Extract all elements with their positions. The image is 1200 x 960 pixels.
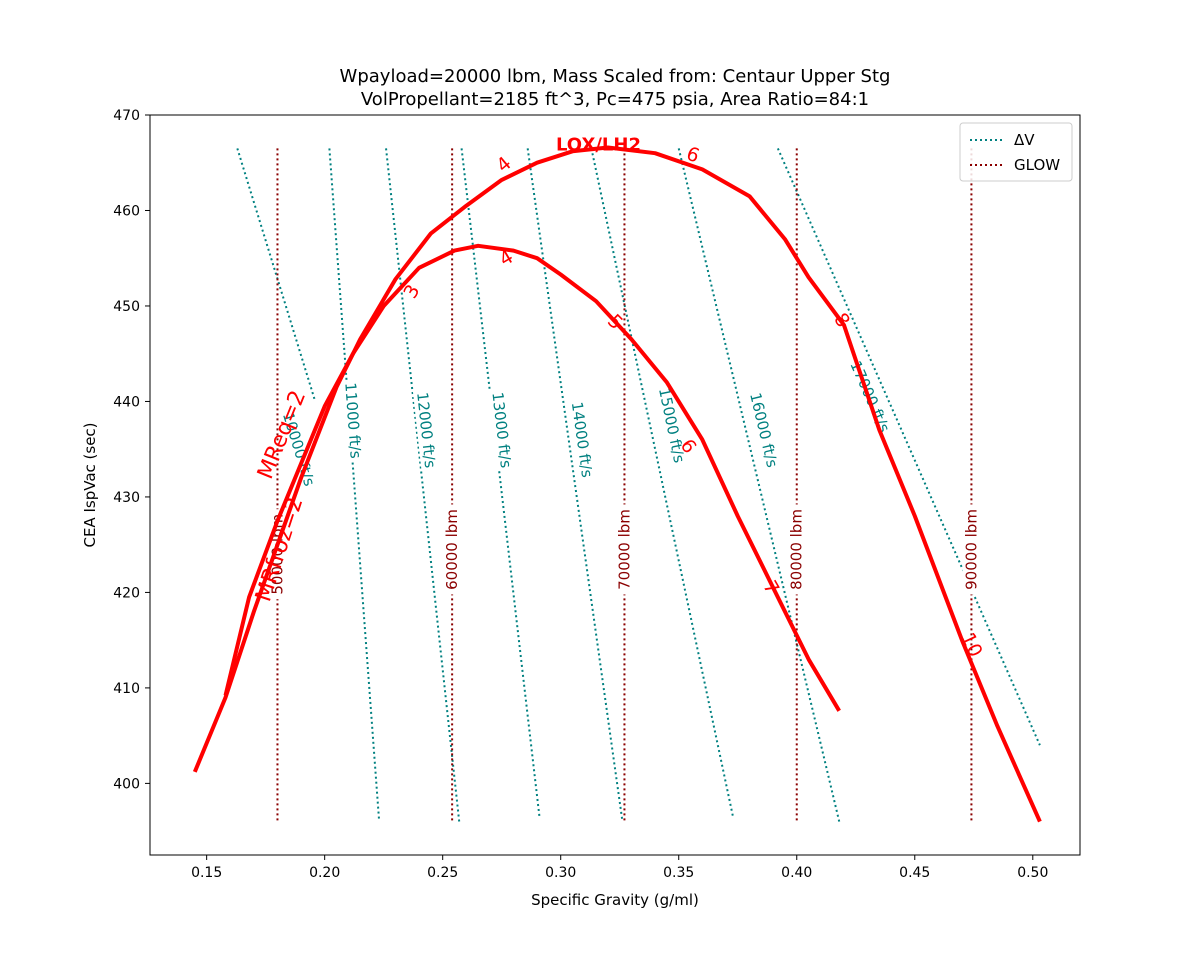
delta-v-contour-line [460, 148, 541, 817]
delta-v-contour-line [776, 148, 1041, 746]
glow-contour-label: 80000 lbm [788, 509, 806, 590]
delta-v-label-bg [412, 389, 440, 471]
isp-series-line [192, 145, 1042, 823]
x-tick-label: 0.15 [191, 865, 222, 881]
x-tick-label: 0.35 [663, 865, 694, 881]
delta-v-label-bg [745, 389, 782, 472]
delta-v-contour-line [677, 148, 841, 822]
y-tick-label: 400 [113, 776, 140, 792]
glow-contour-label: 60000 lbm [443, 509, 461, 590]
x-tick-label: 0.40 [781, 865, 812, 881]
delta-v-contour-label: 11000 ft/s [341, 382, 365, 460]
x-axis-label: Specific Gravity (g/ml) [531, 891, 699, 909]
glow-label-bg [962, 504, 981, 595]
delta-v-contour-line [590, 148, 734, 818]
chart-title: Wpayload=20000 lbm, Mass Scaled from: Ce… [340, 66, 891, 87]
y-tick-label: 410 [113, 681, 140, 697]
y-tick-label: 440 [113, 394, 140, 410]
delta-v-contour-line [328, 148, 380, 819]
glow-label-bg [615, 504, 634, 595]
isp-series-line [223, 243, 841, 712]
glow-label-bg [787, 504, 806, 595]
delta-v-label-bg [341, 379, 365, 462]
x-tick-label: 0.45 [899, 865, 930, 881]
y-tick-label: 450 [113, 299, 140, 315]
y-tick-label: 460 [113, 203, 140, 219]
x-tick-label: 0.30 [545, 865, 576, 881]
legend-entry-label: GLOW [1014, 156, 1060, 174]
glow-contour-label: 70000 lbm [615, 509, 633, 590]
glow-label-bg [443, 504, 462, 595]
x-tick-label: 0.50 [1017, 865, 1048, 881]
chart-subtitle: VolPropellant=2185 ft^3, Pc=475 psia, Ar… [361, 89, 869, 110]
delta-v-contour-line [236, 148, 317, 402]
delta-v-label-bg [654, 384, 689, 467]
legend-entry-label: ΔV [1014, 131, 1035, 149]
legend-box [959, 122, 1073, 182]
delta-v-label-bg [488, 389, 516, 471]
delta-v-label-bg [278, 408, 320, 491]
y-tick-label: 420 [113, 585, 140, 601]
propellant-label: LOX/LH2 [556, 134, 641, 155]
x-tick-label: 0.20 [309, 865, 340, 881]
plot-frame [149, 114, 1081, 856]
glow-contour-label: 90000 lbm [962, 509, 980, 590]
delta-v-label-bg [567, 398, 597, 481]
y-tick-label: 430 [113, 490, 140, 506]
x-tick-label: 0.25 [427, 865, 458, 881]
y-tick-label: 470 [113, 108, 140, 124]
y-axis-label: CEA IspVac (sec) [81, 422, 99, 547]
